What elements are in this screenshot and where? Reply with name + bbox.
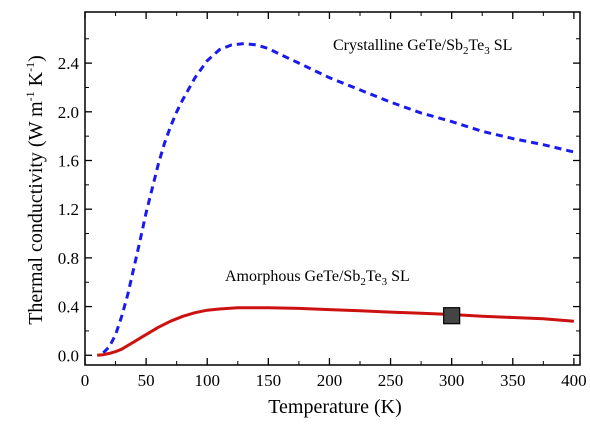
y-tick-label: 1.6 — [58, 152, 79, 171]
amorphous-series-line — [97, 306, 575, 357]
x-axis-title: Temperature (K) — [268, 396, 402, 418]
y-tick-label: 1.2 — [58, 200, 79, 219]
x-tick-label: 400 — [561, 371, 587, 390]
crystalline-label: Crystalline GeTe/Sb2Te3 SL — [333, 37, 512, 57]
measured-point-marker — [443, 307, 461, 325]
y-tick-label: 0.0 — [58, 346, 79, 365]
marker-layer — [443, 307, 461, 325]
y-tick-label: 0.4 — [58, 298, 80, 317]
amorphous-label: Amorphous GeTe/Sb2Te3 SL — [225, 268, 410, 288]
y-axis-title: Thermal conductivity (W m-1 K-1) — [23, 55, 47, 325]
x-tick-label: 150 — [256, 371, 282, 390]
axis-ticks: 0 50 100 150 200 250 300 350 400 0.0 0.4 0.8 1.2 1.6 2… — [58, 12, 587, 390]
y-tick-label: 2.4 — [58, 54, 80, 73]
crystalline-series-line — [102, 42, 575, 354]
series-layer — [97, 42, 575, 357]
x-tick-label: 100 — [194, 371, 220, 390]
y-tick-label: 0.8 — [58, 249, 79, 268]
x-tick-label: 350 — [500, 371, 526, 390]
x-tick-label: 0 — [81, 371, 90, 390]
x-tick-label: 200 — [317, 371, 343, 390]
x-tick-label: 300 — [439, 371, 465, 390]
x-tick-label: 50 — [138, 371, 155, 390]
x-tick-label: 250 — [378, 371, 404, 390]
plot-frame — [84, 11, 581, 366]
y-tick-label: 2.0 — [58, 103, 79, 122]
